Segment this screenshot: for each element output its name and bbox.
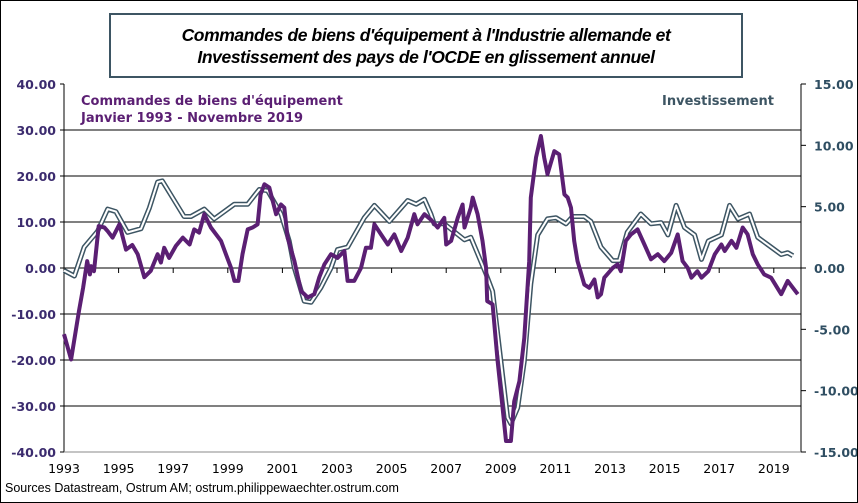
x-axis-tick-label: 1995 (103, 461, 135, 476)
left-axis-tick-label: -10.00 (11, 307, 56, 322)
left-axis-tick-label: 20.00 (16, 169, 56, 184)
right-axis-tick-label: 15.00 (814, 77, 854, 92)
x-axis-tick-label: 2001 (266, 461, 298, 476)
x-axis-tick-label: 2011 (539, 461, 571, 476)
chart-title-line-2: Investissement des pays de l'OCDE en gli… (197, 46, 655, 67)
left-axis-tick-label: -20.00 (11, 353, 56, 368)
right-axis-tick-label: -5.00 (814, 322, 850, 337)
axes: 40.00 30.00 20.00 10.00 0.00 -10.00 -20.00 -30.… (11, 77, 857, 476)
right-axis-tick-label: 0.00 (814, 261, 845, 276)
x-axis-tick-label: 2005 (376, 461, 408, 476)
left-axis-tick-label: 30.00 (16, 123, 56, 138)
gridlines (64, 129, 801, 407)
series-lines (62, 134, 800, 443)
right-axis-tick-label: 10.00 (814, 138, 854, 153)
left-axis-tick-label: 0.00 (25, 261, 56, 276)
legend-orders-period: Janvier 1993 - Novembre 2019 (80, 111, 303, 126)
x-axis-tick-label: 2007 (430, 461, 462, 476)
x-axis-tick-label: 2015 (649, 461, 681, 476)
orders-line (62, 134, 800, 443)
x-axis-tick-label: 2003 (321, 461, 353, 476)
source-note: Sources Datastream, Ostrum AM; ostrum.ph… (5, 481, 399, 495)
left-axis-tick-label: 10.00 (16, 215, 56, 230)
left-axis-tick-label: -30.00 (11, 399, 56, 414)
chart-title-line-1: Commandes de biens d'équipement à l'Indu… (181, 24, 671, 45)
right-axis-tick-label: -15.00 (814, 445, 857, 460)
x-axis-tick-label: 2009 (485, 461, 517, 476)
legend-orders: Commandes de biens d'équipement (81, 94, 343, 109)
right-axis-tick-label: -10.00 (814, 384, 857, 399)
x-axis-tick-label: 1997 (157, 461, 189, 476)
left-axis-tick-label: -40.00 (11, 445, 56, 460)
x-axis-tick-label: 1999 (212, 461, 244, 476)
x-axis-tick-label: 2013 (594, 461, 626, 476)
legend-investment: Investissement (662, 94, 774, 109)
left-axis-tick-label: 40.00 (16, 77, 56, 92)
chart-title: Commandes de biens d'équipement à l'Indu… (109, 13, 743, 78)
x-axis-tick-label: 2019 (758, 461, 790, 476)
x-axis-tick-label: 1993 (48, 461, 80, 476)
right-axis-tick-label: 5.00 (814, 200, 845, 215)
x-axis-tick-label: 2017 (703, 461, 735, 476)
